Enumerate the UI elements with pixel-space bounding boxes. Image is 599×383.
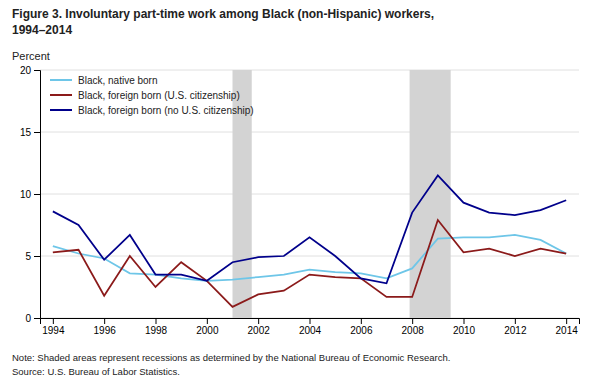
y-tick-label: 15 xyxy=(20,127,32,138)
legend-item: Black, foreign born (no U.S. citizenship… xyxy=(50,105,254,116)
x-tick: 2010 xyxy=(453,318,476,336)
x-tick-mark xyxy=(310,318,311,324)
chart-container: Figure 3. Involuntary part-time work amo… xyxy=(0,0,599,383)
legend-swatch xyxy=(50,94,72,96)
y-tick: 0 xyxy=(25,313,40,324)
x-tick: 1994 xyxy=(42,318,65,336)
x-tick: 2002 xyxy=(248,318,271,336)
y-tick: 20 xyxy=(20,65,40,76)
x-tick-mark xyxy=(156,318,157,324)
x-tick-mark xyxy=(464,318,465,324)
x-tick-label: 2004 xyxy=(299,325,322,336)
x-tick: 1998 xyxy=(145,318,168,336)
legend-swatch xyxy=(50,79,72,81)
title: Figure 3. Involuntary part-time work amo… xyxy=(12,7,434,21)
x-tick: 2012 xyxy=(504,318,527,336)
x-tick: 2006 xyxy=(350,318,373,336)
grid-line xyxy=(40,132,579,133)
x-tick-mark xyxy=(361,318,362,324)
note: Source: U.S. Bureau of Labor Statistics. xyxy=(12,366,180,377)
x-tick-mark xyxy=(515,318,516,324)
recession-band xyxy=(410,70,451,318)
legend-label: Black, native born xyxy=(78,75,158,86)
y-tick-mark xyxy=(34,318,40,319)
grid xyxy=(40,70,579,318)
legend: Black, native born Black, foreign born (U… xyxy=(50,75,254,116)
x-tick-label: 2006 xyxy=(350,325,373,336)
legend-swatch xyxy=(50,109,72,111)
y-tick-mark xyxy=(34,132,40,133)
y-axis-line xyxy=(34,71,41,319)
x-tick-label: 1998 xyxy=(145,325,168,336)
x-tick-mark xyxy=(258,318,259,324)
y-tick-label: 0 xyxy=(25,313,31,324)
x-tick-mark xyxy=(412,318,413,324)
marks xyxy=(53,70,566,318)
x-tick: 1996 xyxy=(94,318,117,336)
x-tick-mark xyxy=(104,318,105,324)
legend-item: Black, native born xyxy=(50,75,158,86)
y-tick: 10 xyxy=(20,189,40,200)
x-tick-mark xyxy=(207,318,208,324)
grid-line xyxy=(40,194,579,195)
x-tick-label: 2012 xyxy=(504,325,527,336)
x-tick: 2000 xyxy=(196,318,219,336)
plot-area: 1994199619982000200220042006200820102012… xyxy=(20,65,580,336)
y-tick-label: 5 xyxy=(25,251,31,262)
x-axis: 1994 1996 1998 2000 2002 2004 2006 2008 2010 2012… xyxy=(41,318,580,336)
x-tick-mark xyxy=(53,318,54,324)
x-tick-label: 1994 xyxy=(42,325,65,336)
x-axis-line xyxy=(41,319,580,325)
x-tick-label: 2008 xyxy=(402,325,425,336)
y-tick-label: 10 xyxy=(20,189,32,200)
x-tick-label: 2002 xyxy=(248,325,271,336)
legend-item: Black, foreign born (U.S. citizenship) xyxy=(50,90,240,101)
y-tick-mark xyxy=(34,70,40,71)
x-tick-label: 1996 xyxy=(94,325,117,336)
x-tick: 2004 xyxy=(299,318,322,336)
x-tick-label: 2000 xyxy=(196,325,219,336)
y-tick-mark xyxy=(34,256,40,257)
y-tick: 5 xyxy=(25,251,40,262)
y-tick-mark xyxy=(34,194,40,195)
y-tick: 15 xyxy=(20,127,40,138)
x-tick-label: 2010 xyxy=(453,325,476,336)
legend-label: Black, foreign born (U.S. citizenship) xyxy=(78,90,240,101)
legend-label: Black, foreign born (no U.S. citizenship… xyxy=(78,105,254,116)
x-tick: 2008 xyxy=(402,318,425,336)
x-tick: 2014 xyxy=(556,318,579,336)
grid-line xyxy=(40,256,579,257)
series-line xyxy=(53,175,566,283)
grid-line xyxy=(40,70,579,71)
x-tick-mark xyxy=(566,318,567,324)
note: Note: Shaded areas represent recessions … xyxy=(12,352,450,363)
y-axis: 0 5 10 15 20 xyxy=(20,65,41,324)
y-axis-title: Percent xyxy=(12,50,50,62)
y-tick-label: 20 xyxy=(20,65,32,76)
x-tick-label: 2014 xyxy=(556,325,579,336)
series-line xyxy=(53,220,566,307)
title: 1994–2014 xyxy=(12,23,72,37)
chart-svg: Figure 3. Involuntary part-time work amo… xyxy=(0,0,599,383)
